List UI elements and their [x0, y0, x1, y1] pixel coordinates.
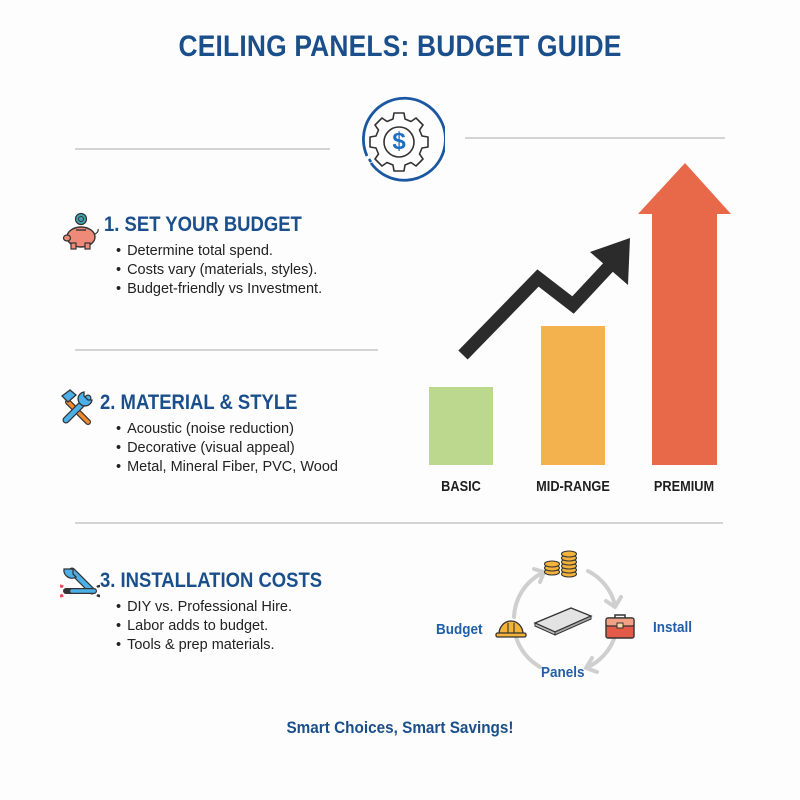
section-3-title: 3. INSTALLATION COSTS — [100, 569, 323, 592]
hammer-wrench-icon — [61, 389, 93, 425]
bullet-item: Labor adds to budget. — [116, 617, 292, 636]
coin-stack-icon — [543, 550, 578, 578]
label-basic: BASIC — [441, 478, 481, 495]
cycle-label-budget: Budget — [436, 621, 483, 638]
toolbox-icon — [605, 614, 635, 639]
svg-text:$: $ — [392, 128, 406, 155]
bar-mid-range — [541, 326, 605, 465]
ceiling-panel-icon — [533, 607, 593, 636]
hard-hat-icon — [495, 620, 527, 638]
footer-tagline: Smart Choices, Smart Savings! — [286, 718, 514, 737]
bar-premium-arrow — [638, 163, 731, 465]
bullet-item: Metal, Mineral Fiber, PVC, Wood — [116, 458, 338, 477]
bullet-item: Costs vary (materials, styles). — [116, 261, 322, 280]
cycle-label-install: Install — [653, 619, 693, 636]
piggy-bank-icon — [62, 212, 99, 250]
section-2-bullets: Acoustic (noise reduction) Decorative (v… — [116, 420, 338, 477]
bullet-item: Decorative (visual appeal) — [116, 439, 338, 458]
header-divider-right — [465, 137, 725, 139]
section-divider-1 — [75, 349, 378, 351]
wrenches-icon — [60, 567, 100, 598]
bullet-item: Determine total spend. — [116, 242, 322, 261]
trend-arrow-icon — [458, 238, 630, 360]
section-1-bullets: Determine total spend. Costs vary (mater… — [116, 242, 322, 299]
bullet-item: Tools & prep materials. — [116, 636, 292, 655]
bullet-item: DIY vs. Professional Hire. — [116, 598, 292, 617]
cycle-label-panels: Panels — [541, 664, 585, 681]
cycle-arrows — [512, 567, 623, 674]
page-title: CEILING PANELS: BUDGET GUIDE — [178, 30, 622, 63]
bullet-item: Acoustic (noise reduction) — [116, 420, 338, 439]
section-3-bullets: DIY vs. Professional Hire. Labor adds to… — [116, 598, 292, 655]
section-1-title: 1. SET YOUR BUDGET — [104, 213, 302, 236]
gear-dollar-icon: $ — [362, 96, 445, 182]
label-premium: PREMIUM — [653, 478, 715, 495]
section-2-title: 2. MATERIAL & STYLE — [100, 391, 298, 414]
section-divider-2 — [75, 522, 723, 524]
bar-basic — [429, 387, 493, 465]
header-divider-left — [75, 148, 330, 150]
label-mid-range: MID-RANGE — [536, 478, 610, 495]
bullet-item: Budget-friendly vs Investment. — [116, 280, 322, 299]
